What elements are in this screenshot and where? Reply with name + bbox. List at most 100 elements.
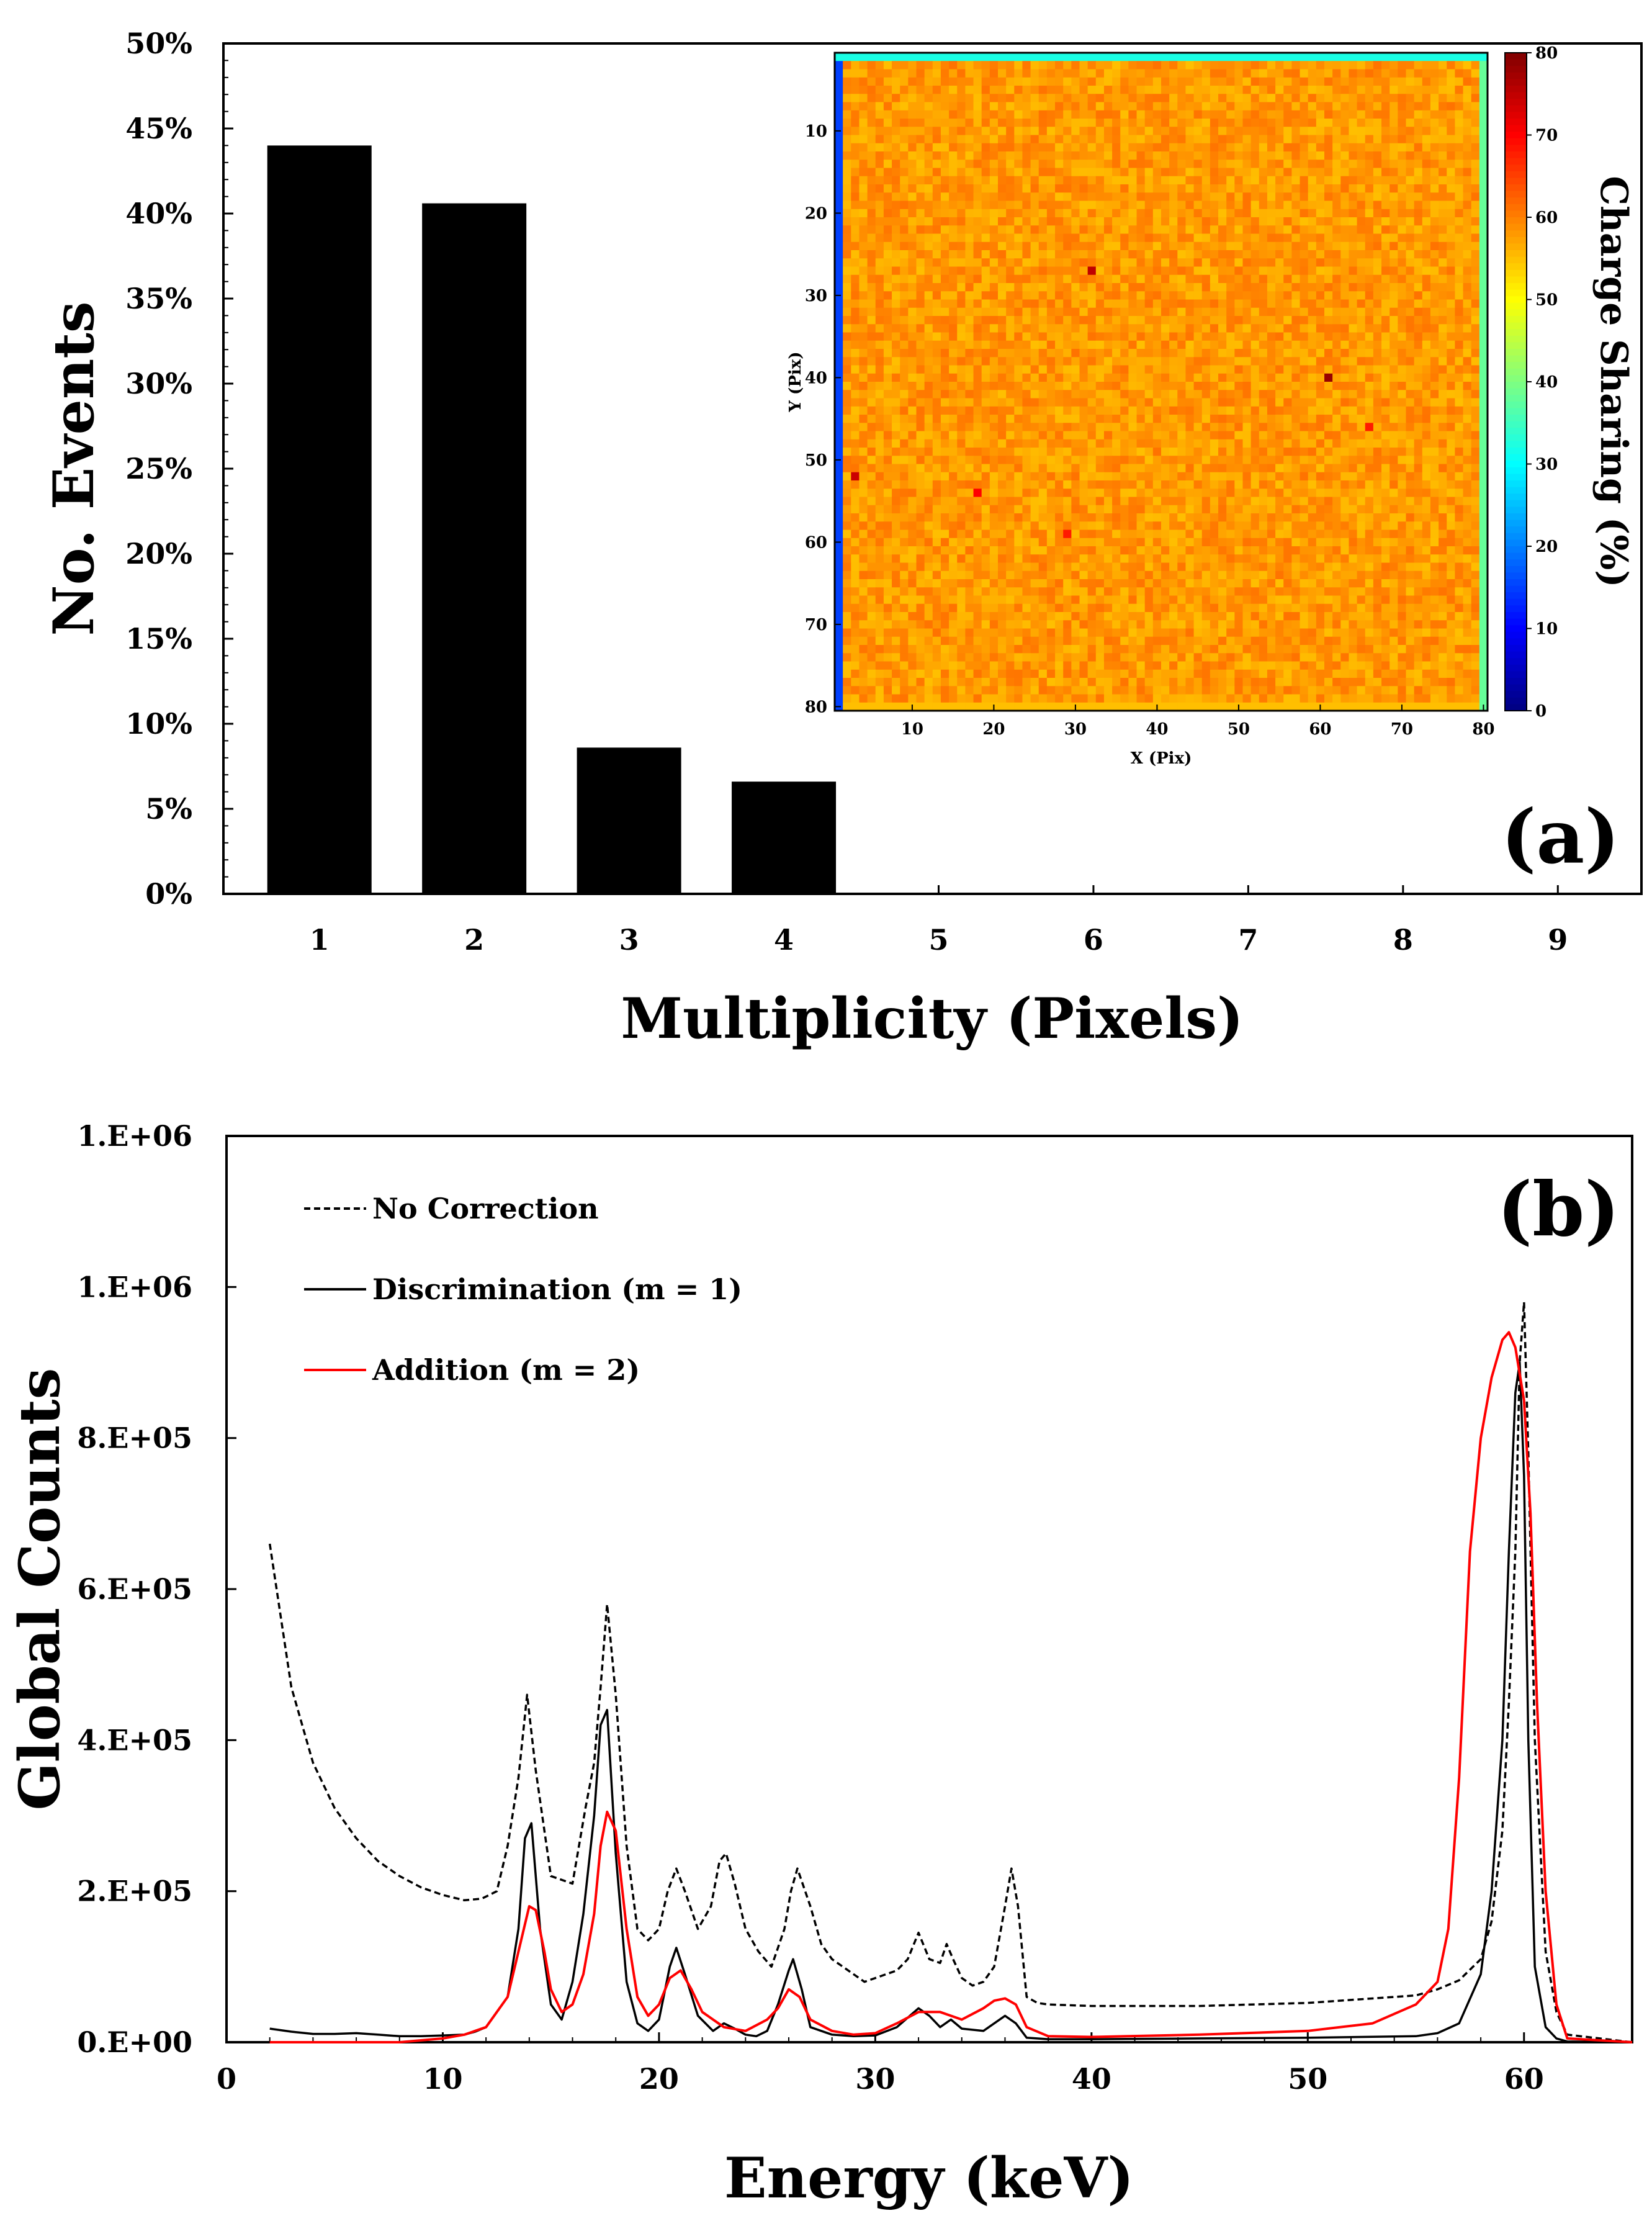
heatmap-cell <box>900 192 909 202</box>
heatmap-cell <box>1169 497 1178 506</box>
heatmap-cell <box>835 365 843 374</box>
heatmap-cell <box>1022 554 1031 564</box>
heatmap-cell <box>1087 69 1097 78</box>
heatmap-cell <box>1357 217 1366 226</box>
heatmap-cell <box>1161 143 1170 152</box>
heatmap-cell <box>973 448 982 456</box>
heatmap-cell <box>1193 480 1203 489</box>
heatmap-cell <box>1136 505 1146 514</box>
heatmap-cell <box>1112 209 1121 218</box>
heatmap-cell <box>908 554 917 564</box>
heatmap-cell <box>1324 266 1333 276</box>
heatmap-cell <box>1398 464 1407 473</box>
heatmap-cell <box>1242 274 1252 284</box>
heatmap-cell <box>1275 110 1284 119</box>
heatmap-cell <box>1414 365 1423 374</box>
heatmap-cell <box>932 423 941 432</box>
heatmap-cell <box>859 390 868 399</box>
heatmap-cell <box>1406 472 1415 481</box>
heatmap-cell <box>1128 61 1138 70</box>
heatmap-cell <box>1152 77 1162 86</box>
heatmap-cell <box>1365 200 1374 210</box>
heatmap-cell <box>1389 406 1398 415</box>
heatmap-cell <box>1201 529 1211 539</box>
heatmap-cell <box>1063 225 1072 235</box>
heatmap-cell <box>1152 200 1162 210</box>
heatmap-cell <box>1381 200 1390 210</box>
heatmap-cell <box>1300 480 1309 489</box>
heatmap-cell <box>916 307 925 317</box>
heatmap-cell <box>1046 546 1056 555</box>
heatmap-cell <box>1161 448 1170 456</box>
heatmap-cell <box>1161 472 1170 481</box>
heatmap-cell <box>900 513 909 522</box>
heatmap-cell <box>1022 258 1031 268</box>
heatmap-cell <box>1144 349 1154 358</box>
heatmap-cell <box>1185 61 1195 70</box>
heatmap-cell <box>1218 349 1227 358</box>
heatmap-cell <box>1340 291 1350 300</box>
heatmap-cell <box>1169 209 1178 218</box>
heatmap-cell <box>957 61 966 70</box>
heatmap-cell <box>900 143 909 152</box>
heatmap-cell <box>1169 192 1178 202</box>
heatmap-cell <box>981 398 990 407</box>
heatmap-cell <box>859 69 868 78</box>
heatmap-cell <box>1471 423 1480 432</box>
heatmap-cell <box>908 324 917 333</box>
heatmap-cell <box>843 538 851 547</box>
heatmap-cell <box>1038 77 1048 86</box>
heatmap-cell <box>835 340 843 349</box>
heatmap-cell <box>1340 283 1350 292</box>
heatmap-cell <box>1242 357 1252 366</box>
heatmap-cell <box>965 456 974 465</box>
heatmap-cell <box>1389 119 1398 127</box>
heatmap-cell <box>1308 521 1317 531</box>
heatmap-cell <box>1373 69 1382 78</box>
heatmap-cell <box>1234 349 1244 358</box>
heatmap-cell <box>1324 382 1333 390</box>
heatmap-cell <box>1259 390 1268 399</box>
heatmap-cell <box>1234 529 1244 539</box>
heatmap-cell <box>1218 217 1227 226</box>
heatmap-cell <box>932 365 941 374</box>
heatmap-cell <box>949 69 958 78</box>
heatmap-cell <box>875 291 884 300</box>
heatmap-cell <box>1234 86 1244 94</box>
heatmap-cell <box>989 365 999 374</box>
heatmap-cell <box>989 456 999 465</box>
heatmap-cell <box>1275 489 1284 498</box>
heatmap-cell <box>1063 160 1072 169</box>
heatmap-cell <box>1218 135 1227 144</box>
heatmap-cell <box>1055 332 1064 341</box>
heatmap-cell <box>1112 472 1121 481</box>
heatmap-cell <box>916 176 925 185</box>
heatmap-cell <box>1242 127 1252 136</box>
heatmap-cell <box>940 332 949 341</box>
heatmap-cell <box>1136 406 1146 415</box>
heatmap-cell <box>1259 184 1268 193</box>
heatmap-cell <box>1267 135 1276 144</box>
heatmap-cell <box>1300 538 1309 547</box>
heatmap-cell <box>1136 316 1146 325</box>
heatmap-cell <box>1095 160 1105 169</box>
heatmap-cell <box>1079 160 1089 169</box>
heatmap-cell <box>1349 135 1358 144</box>
heatmap-cell <box>932 119 941 127</box>
heatmap-cell <box>1177 464 1187 473</box>
heatmap-cell <box>940 398 949 407</box>
heatmap-cell <box>981 217 990 226</box>
heatmap-cell <box>1193 94 1203 103</box>
heatmap-cell <box>1177 497 1187 506</box>
heatmap-cell <box>1316 349 1325 358</box>
heatmap-cell <box>1340 390 1350 399</box>
heatmap-cell <box>1357 53 1366 61</box>
heatmap-cell <box>989 225 999 235</box>
heatmap-cell <box>932 390 941 399</box>
heatmap-cell <box>1136 160 1146 169</box>
heatmap-cell <box>1120 192 1129 202</box>
heatmap-cell <box>1340 127 1350 136</box>
heatmap-cell <box>1136 192 1146 202</box>
heatmap-cell <box>1439 135 1447 144</box>
heatmap-cell <box>1365 168 1374 177</box>
